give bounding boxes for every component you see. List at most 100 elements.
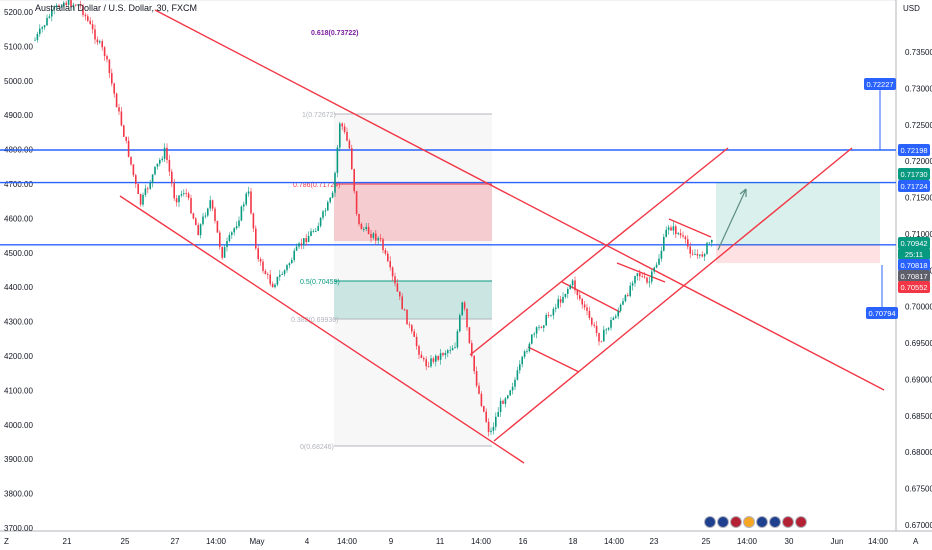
candle: [120, 111, 123, 126]
candle: [514, 379, 516, 387]
trend-line: [154, 9, 885, 391]
candle: [288, 263, 291, 266]
candle: [610, 319, 612, 328]
candle: [55, 5, 58, 8]
candle: [423, 358, 425, 360]
candle: [451, 348, 454, 351]
candle: [75, 4, 77, 6]
trend-line: [119, 195, 525, 464]
price-tag: [898, 144, 930, 156]
candle: [245, 193, 247, 205]
candle: [502, 400, 504, 404]
candle: [147, 188, 149, 190]
candle: [163, 147, 166, 159]
economic-events[interactable]: [704, 516, 807, 528]
position-loss-zone: [716, 244, 880, 264]
candle: [615, 316, 617, 318]
x-tick-label: 21: [63, 537, 72, 546]
zoom-icon[interactable]: Z: [4, 537, 9, 546]
left-tick-label: 5000.00: [4, 77, 33, 86]
candle: [43, 25, 46, 28]
candle: [317, 226, 319, 232]
candle: [504, 398, 507, 404]
auto-scale-button[interactable]: A: [913, 537, 919, 546]
candle: [545, 314, 547, 326]
candle: [425, 359, 427, 367]
candle: [483, 406, 485, 412]
candle: [315, 231, 317, 232]
candle: [175, 198, 178, 203]
candle: [701, 254, 703, 257]
price-tag-label: 0.70942: [900, 239, 927, 248]
candle: [331, 192, 334, 198]
candle: [660, 250, 663, 259]
candle: [437, 355, 439, 360]
trend-line: [616, 262, 666, 283]
candle: [605, 329, 607, 331]
candle: [185, 193, 187, 195]
candle: [89, 20, 91, 25]
candle: [389, 261, 391, 268]
fib-extension-label: 0.618(0.73722): [311, 30, 358, 37]
candle: [679, 233, 682, 236]
x-tick-label: 14:00: [604, 537, 625, 546]
au-flag-icon[interactable]: [769, 516, 781, 528]
candle: [235, 226, 238, 229]
candle: [286, 265, 288, 271]
candle: [264, 270, 267, 275]
price-tag: [898, 270, 930, 282]
candle: [516, 370, 519, 380]
us-flag-icon[interactable]: [782, 516, 794, 528]
candle: [192, 213, 195, 219]
us-flag-icon[interactable]: [730, 516, 742, 528]
candle: [166, 147, 168, 160]
trend-line: [527, 346, 580, 373]
candle: [72, 4, 75, 7]
candle: [466, 308, 468, 328]
candle: [415, 336, 418, 347]
candle: [576, 290, 579, 296]
x-tick-label: Jun: [831, 537, 844, 546]
candle: [255, 228, 257, 249]
candle: [113, 83, 115, 94]
au-flag-icon[interactable]: [704, 516, 716, 528]
au-flag-icon[interactable]: [756, 516, 768, 528]
left-tick-label: 4500.00: [4, 249, 33, 258]
candle: [439, 353, 442, 360]
candle: [65, 2, 67, 5]
x-tick-label: 25: [121, 537, 130, 546]
right-tick-label: 0.71500: [905, 194, 932, 203]
candle: [636, 273, 639, 277]
candle: [247, 191, 250, 194]
candle: [70, 0, 72, 7]
candle: [135, 175, 137, 184]
candle: [418, 346, 420, 355]
candle: [603, 329, 605, 342]
au-flag-icon[interactable]: [717, 516, 729, 528]
candle: [233, 228, 235, 233]
candle: [509, 390, 511, 396]
left-tick-label: 4900.00: [4, 111, 33, 120]
x-tick-label: 14:00: [337, 537, 358, 546]
chart-title: Australian Dollar / U.S. Dollar, 30, FXC…: [35, 3, 198, 13]
candle: [435, 355, 437, 362]
candle: [591, 318, 593, 325]
candle: [699, 254, 701, 256]
candle: [271, 283, 274, 288]
projection-arrow-head: [739, 188, 747, 197]
candle: [461, 302, 463, 316]
candle: [274, 284, 276, 288]
fib-label: 0(0.68246): [300, 444, 334, 451]
left-tick-label: 5200.00: [4, 8, 33, 17]
candle: [653, 267, 655, 272]
candle: [420, 354, 423, 359]
candle: [711, 239, 713, 243]
us-flag-icon[interactable]: [795, 516, 807, 528]
candle: [430, 358, 432, 367]
candle: [240, 206, 243, 221]
left-tick-label: 4000.00: [4, 421, 33, 430]
x-tick-label: May: [249, 537, 264, 546]
left-tick-label: 4700.00: [4, 180, 33, 189]
earnings-icon[interactable]: [743, 516, 755, 528]
